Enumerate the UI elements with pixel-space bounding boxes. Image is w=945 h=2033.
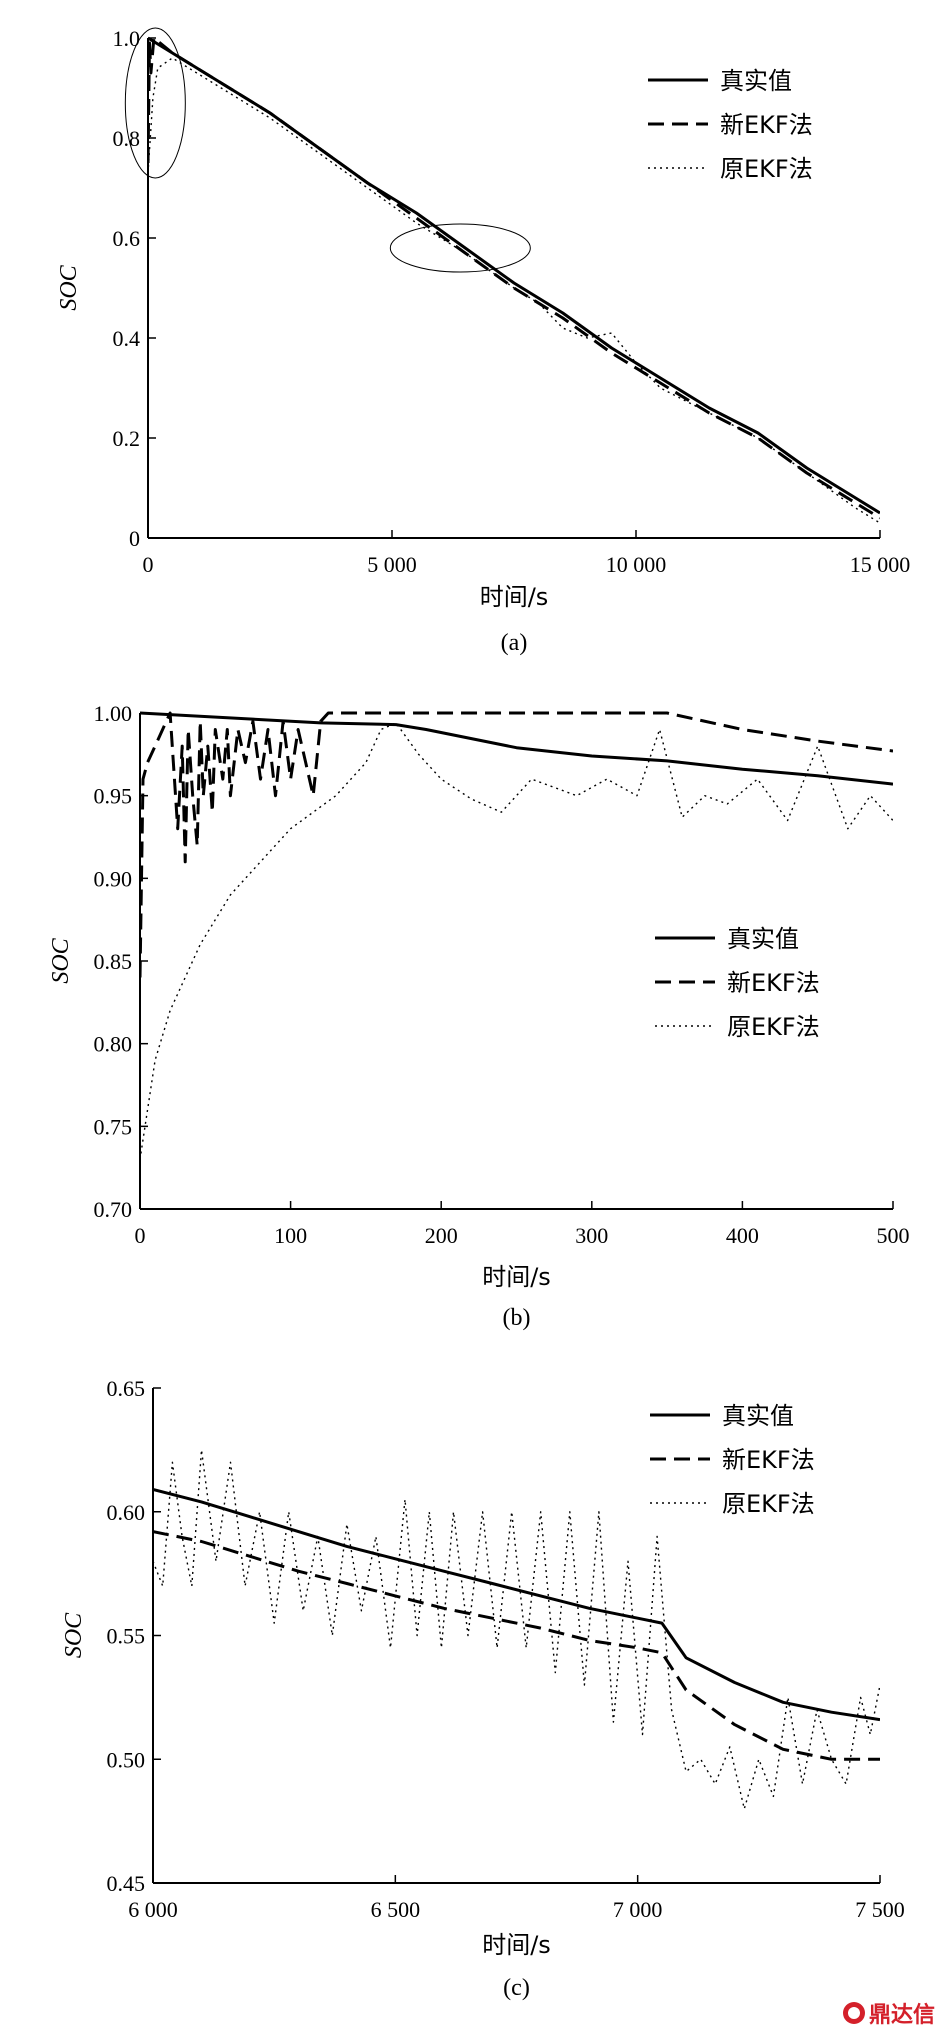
series-line-dashed	[153, 1530, 880, 1761]
y-tick-label: 0.85	[94, 949, 133, 974]
y-tick-label: 0.75	[94, 1114, 133, 1139]
y-tick-label: 0.80	[94, 1032, 133, 1057]
watermark: 鼎达信	[842, 1997, 935, 2029]
x-tick-label: 0	[143, 552, 154, 577]
x-tick-label: 6 000	[128, 1897, 178, 1922]
series-line-dashed	[148, 36, 880, 520]
x-tick-label: 10 000	[606, 552, 667, 577]
x-tick-label: 6 500	[371, 1897, 421, 1922]
x-tick-label: 400	[726, 1223, 759, 1248]
y-axis-label: SOC	[48, 937, 74, 983]
y-tick-label: 0.65	[107, 1376, 146, 1401]
legend-label: 真实值	[727, 925, 799, 953]
legend-label: 真实值	[720, 67, 792, 95]
series-line-solid	[153, 1488, 880, 1722]
legend-label: 原EKF法	[720, 155, 813, 183]
y-axis-label: SOC	[61, 1612, 87, 1658]
x-tick-label: 15 000	[850, 552, 911, 577]
legend-label: 新EKF法	[720, 111, 813, 139]
series-line-solid	[148, 36, 880, 515]
x-tick-label: 200	[425, 1223, 458, 1248]
x-tick-label: 7 500	[855, 1897, 905, 1922]
chart-caption: (c)	[503, 1975, 530, 2001]
chart-1: 0 5 000 10 000 15 000 0 0.2 0.4 0.6 0.8 1.0 时间/s SO…	[56, 26, 910, 656]
legend-label: 原EKF法	[722, 1490, 815, 1518]
y-tick-label: 1.0	[113, 26, 141, 51]
watermark-logo-icon	[842, 2002, 865, 2024]
chart-caption: (a)	[501, 630, 528, 656]
x-tick-label: 500	[877, 1223, 910, 1248]
x-tick-label: 100	[274, 1223, 307, 1248]
x-axis-label: 时间/s	[482, 1931, 551, 1959]
series-line-solid	[140, 711, 893, 786]
y-tick-label: 1.00	[94, 701, 133, 726]
y-tick-label: 0.4	[113, 326, 141, 351]
y-tick-label: 0.2	[113, 426, 141, 451]
x-tick-label: 7 000	[613, 1897, 663, 1922]
chart-2: 0 100 200 300 400 500 0.70 0.75 0.80 0.85 0.90 0.95…	[48, 701, 910, 1331]
x-tick-label: 300	[575, 1223, 608, 1248]
x-tick-label: 5 000	[367, 552, 417, 577]
y-tick-label: 0.8	[113, 126, 141, 151]
watermark-text: 鼎达信	[868, 2003, 935, 2028]
y-tick-label: 0	[129, 526, 140, 551]
series-line-dotted	[153, 1449, 880, 1810]
y-tick-label: 0.45	[107, 1871, 146, 1896]
legend-label: 新EKF法	[722, 1446, 815, 1474]
y-tick-label: 0.50	[107, 1747, 146, 1772]
y-tick-label: 0.95	[94, 784, 133, 809]
y-tick-label: 0.70	[94, 1197, 133, 1222]
legend-label: 原EKF法	[727, 1013, 820, 1041]
y-tick-label: 0.60	[107, 1500, 146, 1525]
y-tick-label: 0.90	[94, 866, 133, 891]
chart-caption: (b)	[503, 1305, 531, 1331]
y-axis-label: SOC	[56, 264, 82, 310]
legend-label: 真实值	[722, 1402, 794, 1430]
annotation-ellipse	[124, 27, 186, 179]
chart-3: 6 000 6 500 7 000 7 500 0.45 0.50 0.55 0.60 0.65…	[61, 1376, 905, 2001]
y-tick-label: 0.6	[113, 226, 141, 251]
x-tick-label: 0	[135, 1223, 146, 1248]
series-line-dashed	[140, 711, 893, 978]
series-line-dotted	[148, 57, 880, 524]
x-axis-label: 时间/s	[482, 1263, 551, 1291]
legend-label: 新EKF法	[727, 969, 820, 997]
annotation-ellipse	[389, 223, 531, 273]
y-tick-label: 0.55	[107, 1624, 146, 1649]
x-axis-label: 时间/s	[480, 583, 549, 611]
